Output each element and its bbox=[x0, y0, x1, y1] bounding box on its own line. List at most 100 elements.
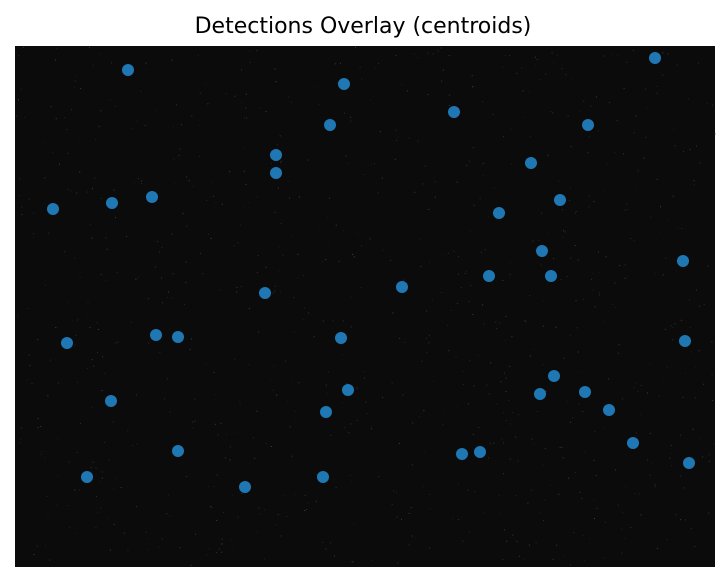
noise-speck bbox=[350, 423, 352, 425]
noise-speck bbox=[272, 389, 274, 391]
noise-speck bbox=[56, 47, 57, 49]
noise-speck bbox=[411, 535, 413, 537]
noise-speck bbox=[420, 265, 422, 267]
noise-speck bbox=[214, 394, 216, 396]
noise-speck bbox=[273, 495, 275, 497]
noise-speck bbox=[662, 74, 664, 76]
noise-speck bbox=[634, 493, 636, 495]
noise-speck bbox=[397, 562, 399, 564]
noise-speck bbox=[208, 548, 210, 550]
noise-speck bbox=[192, 427, 194, 429]
noise-speck bbox=[206, 199, 208, 201]
noise-speck bbox=[472, 86, 474, 88]
noise-speck bbox=[102, 471, 103, 473]
noise-speck bbox=[404, 341, 406, 343]
noise-speck bbox=[70, 190, 72, 192]
noise-speck bbox=[100, 274, 102, 275]
noise-speck bbox=[503, 473, 505, 475]
noise-speck bbox=[278, 270, 280, 272]
noise-speck bbox=[166, 296, 168, 298]
noise-speck bbox=[147, 549, 148, 551]
noise-speck bbox=[290, 378, 292, 380]
noise-speck bbox=[57, 475, 59, 477]
noise-speck bbox=[482, 162, 484, 164]
noise-speck bbox=[316, 474, 318, 476]
noise-speck bbox=[556, 54, 558, 56]
noise-speck bbox=[231, 143, 233, 145]
noise-speck bbox=[199, 92, 201, 94]
noise-speck bbox=[211, 181, 213, 183]
noise-speck bbox=[313, 86, 315, 88]
noise-speck bbox=[172, 273, 174, 275]
noise-speck bbox=[575, 212, 576, 214]
noise-speck bbox=[626, 203, 628, 205]
noise-speck bbox=[237, 431, 239, 433]
noise-speck bbox=[633, 387, 635, 389]
noise-speck bbox=[567, 401, 568, 403]
noise-speck bbox=[202, 273, 204, 275]
noise-speck bbox=[44, 177, 46, 179]
noise-speck bbox=[272, 292, 274, 294]
noise-speck bbox=[172, 126, 174, 128]
noise-speck bbox=[57, 438, 59, 440]
noise-speck bbox=[487, 216, 489, 218]
noise-speck bbox=[491, 175, 493, 177]
noise-speck bbox=[693, 180, 695, 182]
noise-speck bbox=[510, 163, 512, 165]
noise-speck bbox=[304, 494, 306, 496]
noise-speck bbox=[75, 334, 77, 336]
noise-speck bbox=[524, 319, 526, 321]
noise-speck bbox=[624, 264, 626, 266]
noise-speck bbox=[469, 230, 471, 232]
noise-speck bbox=[348, 432, 350, 434]
noise-speck bbox=[505, 315, 507, 317]
noise-speck bbox=[578, 259, 580, 261]
noise-speck bbox=[297, 253, 299, 255]
noise-speck bbox=[342, 354, 343, 356]
noise-speck bbox=[106, 248, 108, 250]
noise-speck bbox=[127, 549, 129, 551]
noise-speck bbox=[307, 502, 309, 504]
noise-speck bbox=[417, 140, 419, 142]
noise-speck bbox=[509, 262, 511, 264]
noise-speck bbox=[551, 52, 553, 54]
noise-speck bbox=[467, 403, 469, 405]
noise-speck bbox=[327, 216, 329, 218]
noise-speck bbox=[603, 55, 605, 57]
noise-speck bbox=[210, 506, 212, 507]
noise-speck bbox=[390, 259, 392, 261]
noise-speck bbox=[210, 237, 212, 239]
noise-speck bbox=[258, 331, 260, 333]
detection-point bbox=[534, 388, 546, 400]
noise-speck bbox=[665, 257, 667, 259]
noise-speck bbox=[290, 101, 292, 103]
noise-speck bbox=[500, 381, 502, 383]
noise-speck bbox=[257, 255, 259, 257]
noise-speck bbox=[50, 106, 52, 108]
noise-speck bbox=[397, 136, 399, 138]
noise-speck bbox=[561, 446, 563, 448]
noise-speck bbox=[333, 478, 335, 480]
noise-speck bbox=[635, 115, 637, 117]
noise-speck bbox=[19, 178, 20, 180]
noise-speck bbox=[549, 484, 551, 486]
noise-speck bbox=[532, 240, 534, 242]
noise-speck bbox=[21, 214, 23, 215]
noise-speck bbox=[447, 324, 449, 326]
detection-point bbox=[448, 106, 460, 118]
noise-speck bbox=[656, 85, 658, 87]
noise-speck bbox=[604, 427, 606, 429]
noise-speck bbox=[370, 99, 372, 101]
noise-speck bbox=[635, 382, 637, 384]
noise-speck bbox=[20, 427, 22, 429]
noise-speck bbox=[506, 540, 508, 542]
noise-speck bbox=[417, 57, 419, 59]
detection-point bbox=[122, 64, 134, 76]
noise-speck bbox=[692, 428, 694, 430]
noise-speck bbox=[382, 397, 383, 398]
noise-speck bbox=[213, 371, 215, 373]
detection-point bbox=[683, 457, 695, 469]
noise-speck bbox=[562, 457, 564, 459]
noise-speck bbox=[662, 273, 664, 275]
noise-speck bbox=[179, 547, 181, 549]
